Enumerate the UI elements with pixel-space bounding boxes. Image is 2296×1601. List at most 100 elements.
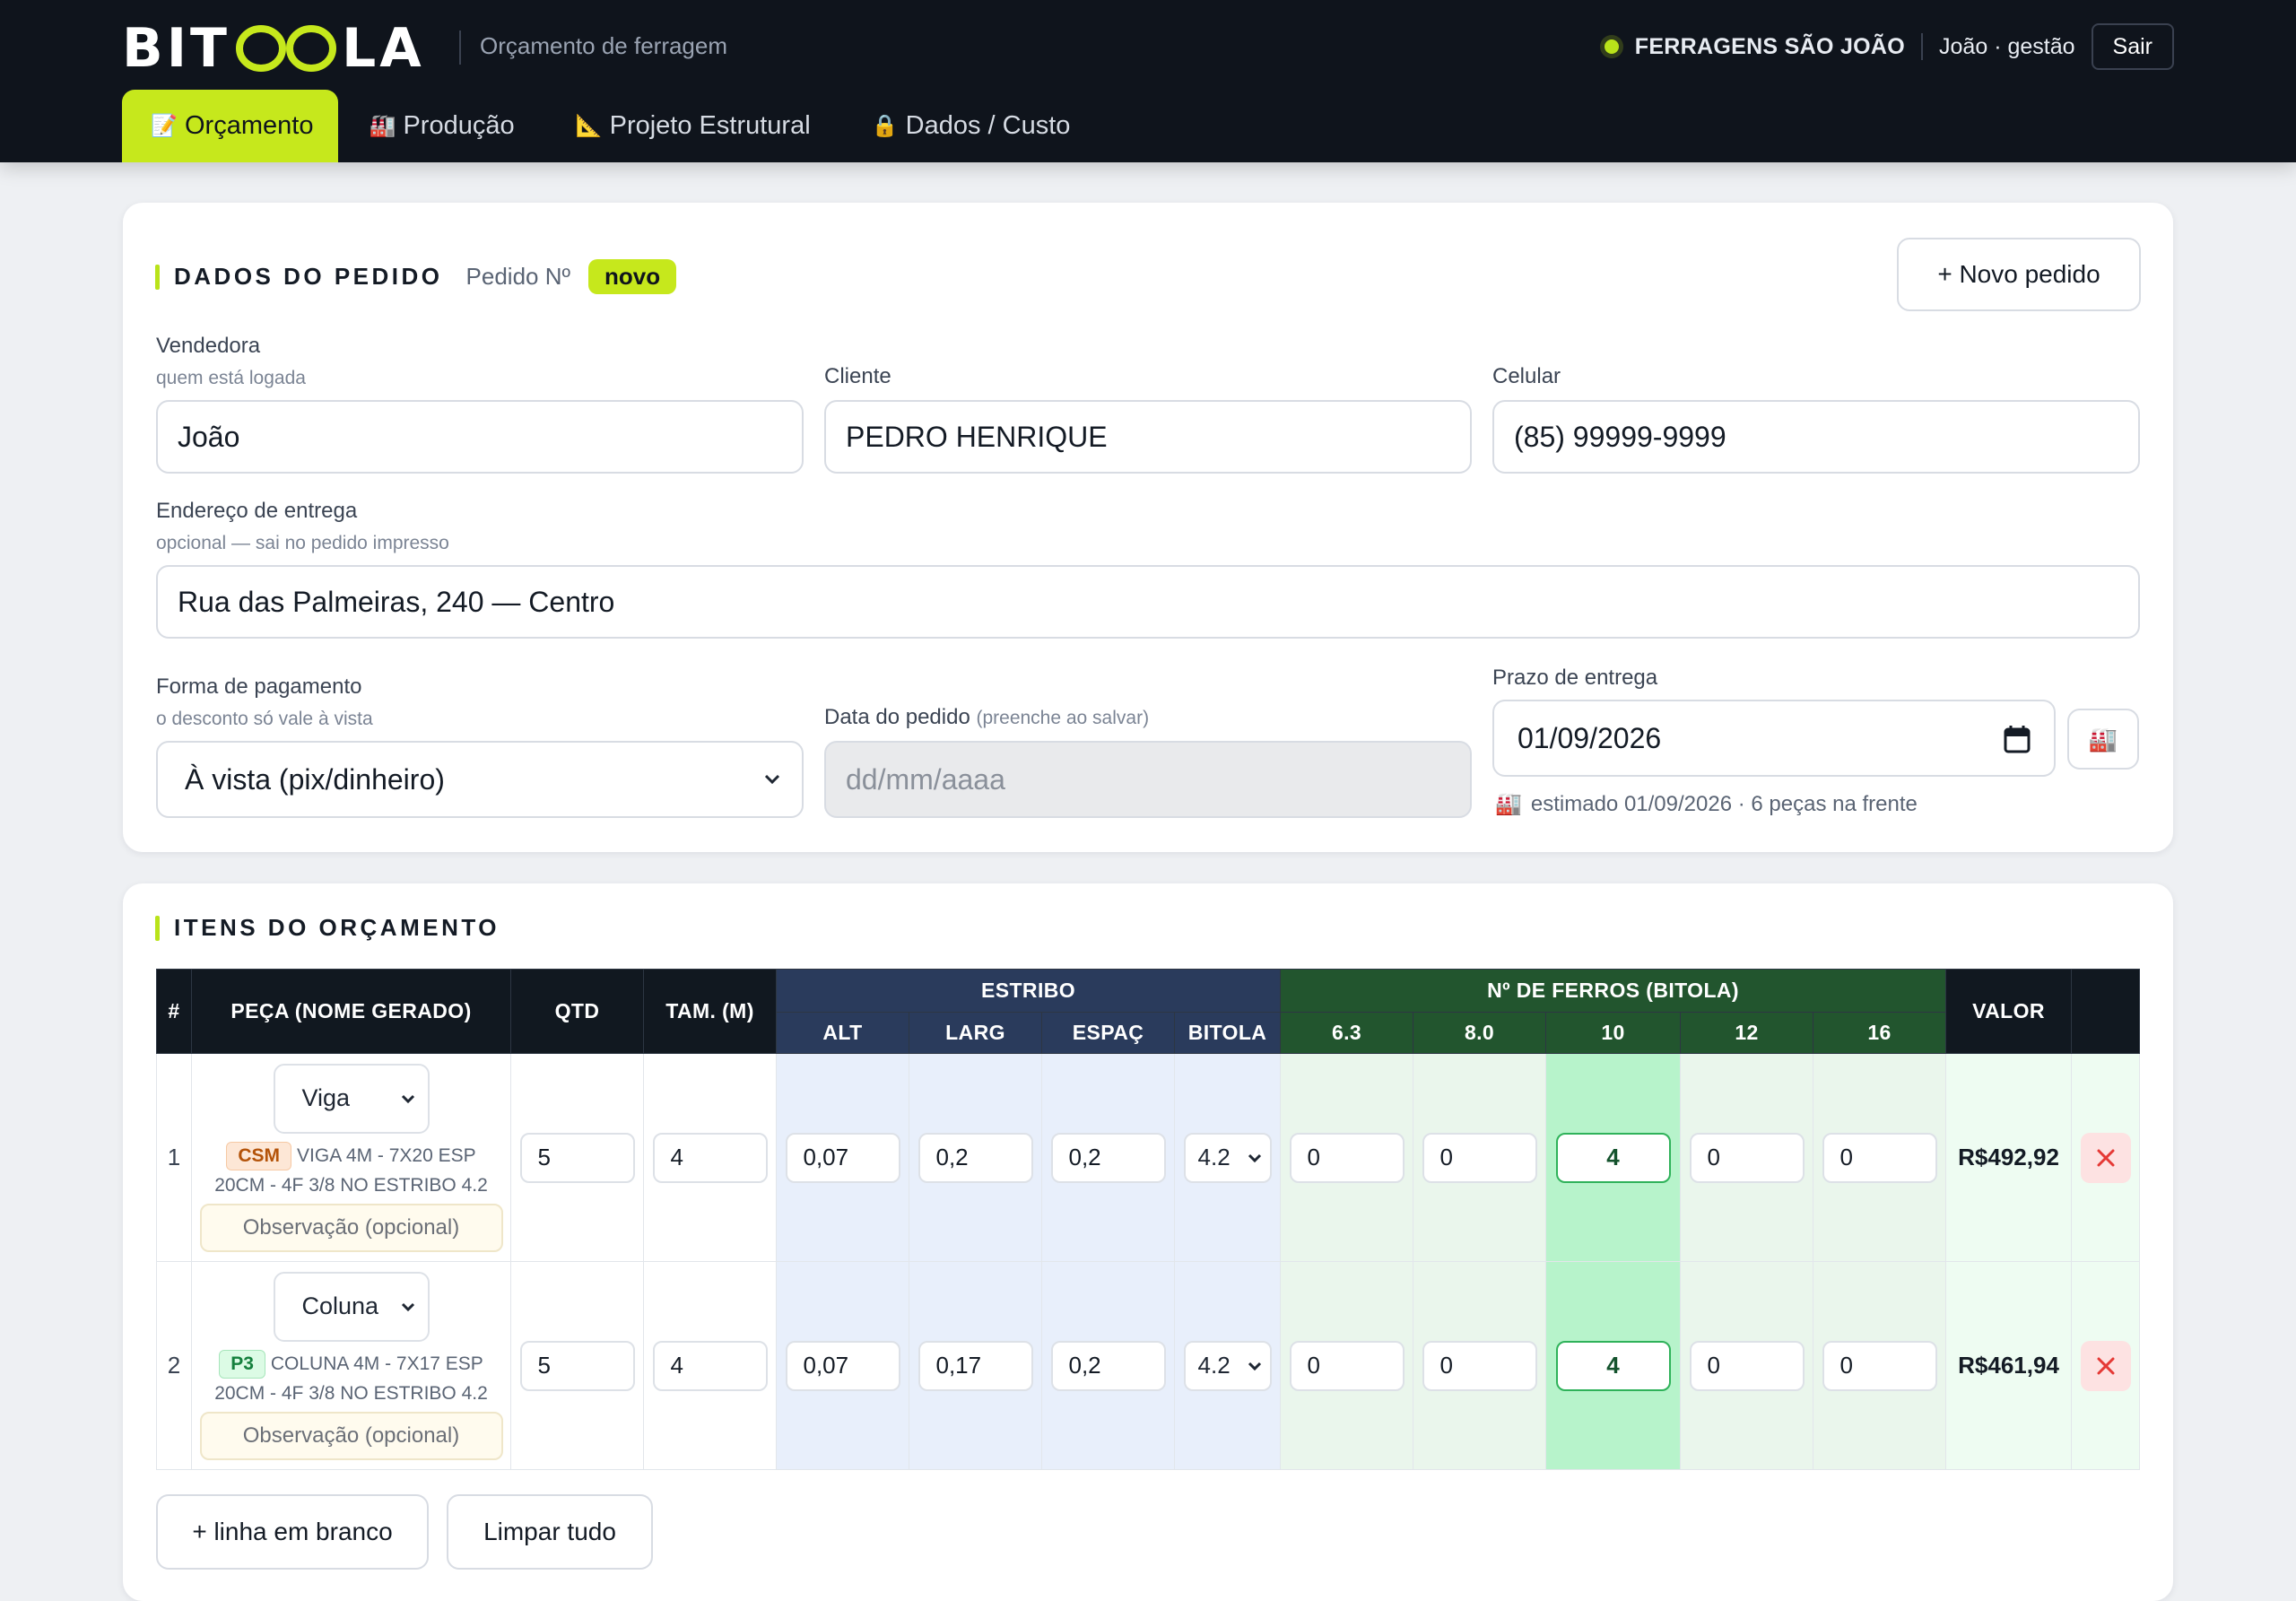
value-cell: R$492,92 bbox=[1945, 1053, 2073, 1262]
piece-tag-badge: P3 bbox=[219, 1349, 265, 1379]
client-field[interactable]: PEDRO HENRIQUE bbox=[824, 400, 1472, 474]
user-name: João · gestão bbox=[1939, 33, 2075, 59]
col-index: # bbox=[156, 969, 192, 1054]
delete-row-button[interactable] bbox=[2080, 1340, 2131, 1391]
bitola-value: 4.2 bbox=[1197, 1144, 1231, 1170]
ferro-10-cell: 4 bbox=[1545, 1053, 1682, 1262]
add-blank-row-button[interactable]: + linha em branco bbox=[156, 1494, 429, 1570]
col-ferro-8-0: 8.0 bbox=[1413, 1012, 1547, 1054]
calendar-icon[interactable] bbox=[2004, 725, 2031, 753]
tab-producao[interactable]: 🏭 Produção bbox=[338, 90, 544, 162]
piece-generated-name: CSM VIGA 4M - 7X20 ESP 20CM - 4F 3/8 NO E… bbox=[201, 1141, 501, 1200]
factory-icon: 🏭 bbox=[369, 114, 396, 138]
ferro-10-input[interactable]: 4 bbox=[1555, 1340, 1671, 1391]
table-row: 1 Viga CSM VIGA 4M - 7X20 ESP 20CM - 4F 3… bbox=[156, 1053, 2141, 1262]
production-queue-button[interactable]: 🏭 bbox=[2067, 709, 2139, 770]
col-piece: PEÇA (NOME GERADO) bbox=[191, 969, 511, 1054]
new-order-button[interactable]: + Novo pedido bbox=[1897, 238, 2141, 311]
col-actions bbox=[2071, 969, 2141, 1054]
observation-field[interactable]: Observação (opcional) bbox=[199, 1411, 503, 1460]
brand-divider bbox=[459, 30, 461, 65]
size-input[interactable]: 4 bbox=[652, 1340, 768, 1391]
order-number-label: Pedido Nº bbox=[465, 263, 570, 290]
piece-type-value: Viga bbox=[301, 1084, 351, 1111]
chevron-down-icon bbox=[1248, 1153, 1261, 1162]
order-number-badge: novo bbox=[588, 259, 677, 294]
address-field[interactable]: Rua das Palmeiras, 240 — Centro bbox=[156, 565, 2140, 639]
row-value: R$492,92 bbox=[1958, 1144, 2059, 1170]
payment-select[interactable]: À vista (pix/dinheiro) bbox=[156, 741, 804, 818]
order-items-card: ITENS DO ORÇAMENTO # PEÇA (NOME GERADO) … bbox=[123, 883, 2173, 1601]
ferro-8-0-cell: 0 bbox=[1413, 1053, 1547, 1262]
piece-description: VIGA 4M - 7X20 ESP 20CM - 4F 3/8 NO ESTR… bbox=[214, 1144, 488, 1196]
payment-label: Forma de pagamento bbox=[156, 674, 362, 699]
ferro-6-3-input[interactable]: 0 bbox=[1289, 1132, 1405, 1183]
col-value: VALOR bbox=[1945, 969, 2073, 1054]
espac-input[interactable]: 0,2 bbox=[1050, 1340, 1166, 1391]
ferro-16-input[interactable]: 0 bbox=[1822, 1340, 1937, 1391]
piece-cell: Coluna P3 COLUNA 4M - 7X17 ESP 20CM - 4F … bbox=[191, 1261, 511, 1470]
order-section-header: DADOS DO PEDIDO Pedido Nº novo bbox=[155, 259, 677, 294]
factory-icon: 🏭 bbox=[2088, 725, 2118, 753]
chevron-down-icon bbox=[764, 774, 780, 785]
bitola-select[interactable]: 4.2 bbox=[1183, 1132, 1272, 1183]
ferro-6-3-input[interactable]: 0 bbox=[1289, 1340, 1405, 1391]
clear-all-button[interactable]: Limpar tudo bbox=[447, 1494, 653, 1570]
factory-icon: 🏭 bbox=[1495, 792, 1522, 816]
top-bar: BIT LA Orçamento de ferragem FERRAGENS S… bbox=[0, 0, 2296, 162]
seller-label: Vendedora bbox=[156, 334, 261, 358]
piece-description: COLUNA 4M - 7X17 ESP 20CM - 4F 3/8 NO ES… bbox=[214, 1353, 488, 1404]
piece-type-select[interactable]: Viga bbox=[273, 1063, 430, 1134]
size-input[interactable]: 4 bbox=[652, 1132, 768, 1183]
qty-cell: 5 bbox=[510, 1261, 644, 1470]
tab-orcamento[interactable]: 📝 Orçamento bbox=[122, 90, 339, 162]
deadline-estimate: 🏭 estimado 01/09/2026 · 6 peças na frent… bbox=[1495, 791, 1918, 817]
phone-field[interactable]: (85) 99999-9999 bbox=[1492, 400, 2140, 474]
qty-cell: 5 bbox=[510, 1053, 644, 1262]
col-bitola: BITOLA bbox=[1173, 1012, 1282, 1054]
observation-field[interactable]: Observação (opcional) bbox=[199, 1203, 503, 1252]
ferro-6-3-cell: 0 bbox=[1280, 1053, 1414, 1262]
bitola-select[interactable]: 4.2 bbox=[1183, 1340, 1272, 1391]
tab-dados-custo[interactable]: 🔒 Dados / Custo bbox=[841, 90, 1101, 162]
value-cell: R$461,94 bbox=[1945, 1261, 2073, 1470]
tab-projeto-estrutural[interactable]: 📐 Projeto Estrutural bbox=[545, 90, 841, 162]
logout-button[interactable]: Sair bbox=[2091, 23, 2174, 70]
larg-input[interactable]: 0,17 bbox=[918, 1340, 1033, 1391]
ferro-12-input[interactable]: 0 bbox=[1689, 1132, 1805, 1183]
col-group-estribo: ESTRIBO bbox=[775, 969, 1282, 1013]
actions-cell bbox=[2071, 1261, 2141, 1470]
col-qty: QTD bbox=[510, 969, 644, 1054]
ferro-16-input[interactable]: 0 bbox=[1822, 1132, 1937, 1183]
larg-input[interactable]: 0,2 bbox=[918, 1132, 1033, 1183]
app-subtitle: Orçamento de ferragem bbox=[480, 32, 728, 59]
ferro-10-cell: 4 bbox=[1545, 1261, 1682, 1470]
ferro-10-input[interactable]: 4 bbox=[1555, 1132, 1671, 1183]
phone-label: Celular bbox=[1492, 364, 1561, 388]
items-section-header: ITENS DO ORÇAMENTO bbox=[155, 914, 500, 942]
seller-field[interactable]: João bbox=[156, 400, 804, 474]
alt-input[interactable]: 0,07 bbox=[785, 1132, 900, 1183]
piece-type-select[interactable]: Coluna bbox=[273, 1271, 430, 1342]
espac-input[interactable]: 0,2 bbox=[1050, 1132, 1166, 1183]
col-alt: ALT bbox=[776, 1012, 909, 1054]
online-status-icon bbox=[1604, 39, 1619, 54]
ferro-16-cell: 0 bbox=[1813, 1261, 1947, 1470]
ferro-8-0-input[interactable]: 0 bbox=[1422, 1132, 1537, 1183]
ferro-12-input[interactable]: 0 bbox=[1689, 1340, 1805, 1391]
qty-input[interactable]: 5 bbox=[519, 1340, 635, 1391]
delete-row-button[interactable] bbox=[2080, 1132, 2131, 1183]
deadline-date-field[interactable]: 01/09/2026 bbox=[1492, 700, 2056, 777]
ferro-8-0-input[interactable]: 0 bbox=[1422, 1340, 1537, 1391]
alt-input[interactable]: 0,07 bbox=[785, 1340, 900, 1391]
alt-cell: 0,07 bbox=[776, 1053, 909, 1262]
section-title: DADOS DO PEDIDO bbox=[174, 263, 443, 290]
client-label: Cliente bbox=[824, 364, 891, 388]
triangle-ruler-icon: 📐 bbox=[575, 114, 603, 138]
alt-cell: 0,07 bbox=[776, 1261, 909, 1470]
qty-input[interactable]: 5 bbox=[519, 1132, 635, 1183]
col-larg: LARG bbox=[909, 1012, 1042, 1054]
section-title: ITENS DO ORÇAMENTO bbox=[174, 914, 500, 941]
col-ferro-12: 12 bbox=[1680, 1012, 1814, 1054]
row-index: 2 bbox=[156, 1261, 192, 1470]
